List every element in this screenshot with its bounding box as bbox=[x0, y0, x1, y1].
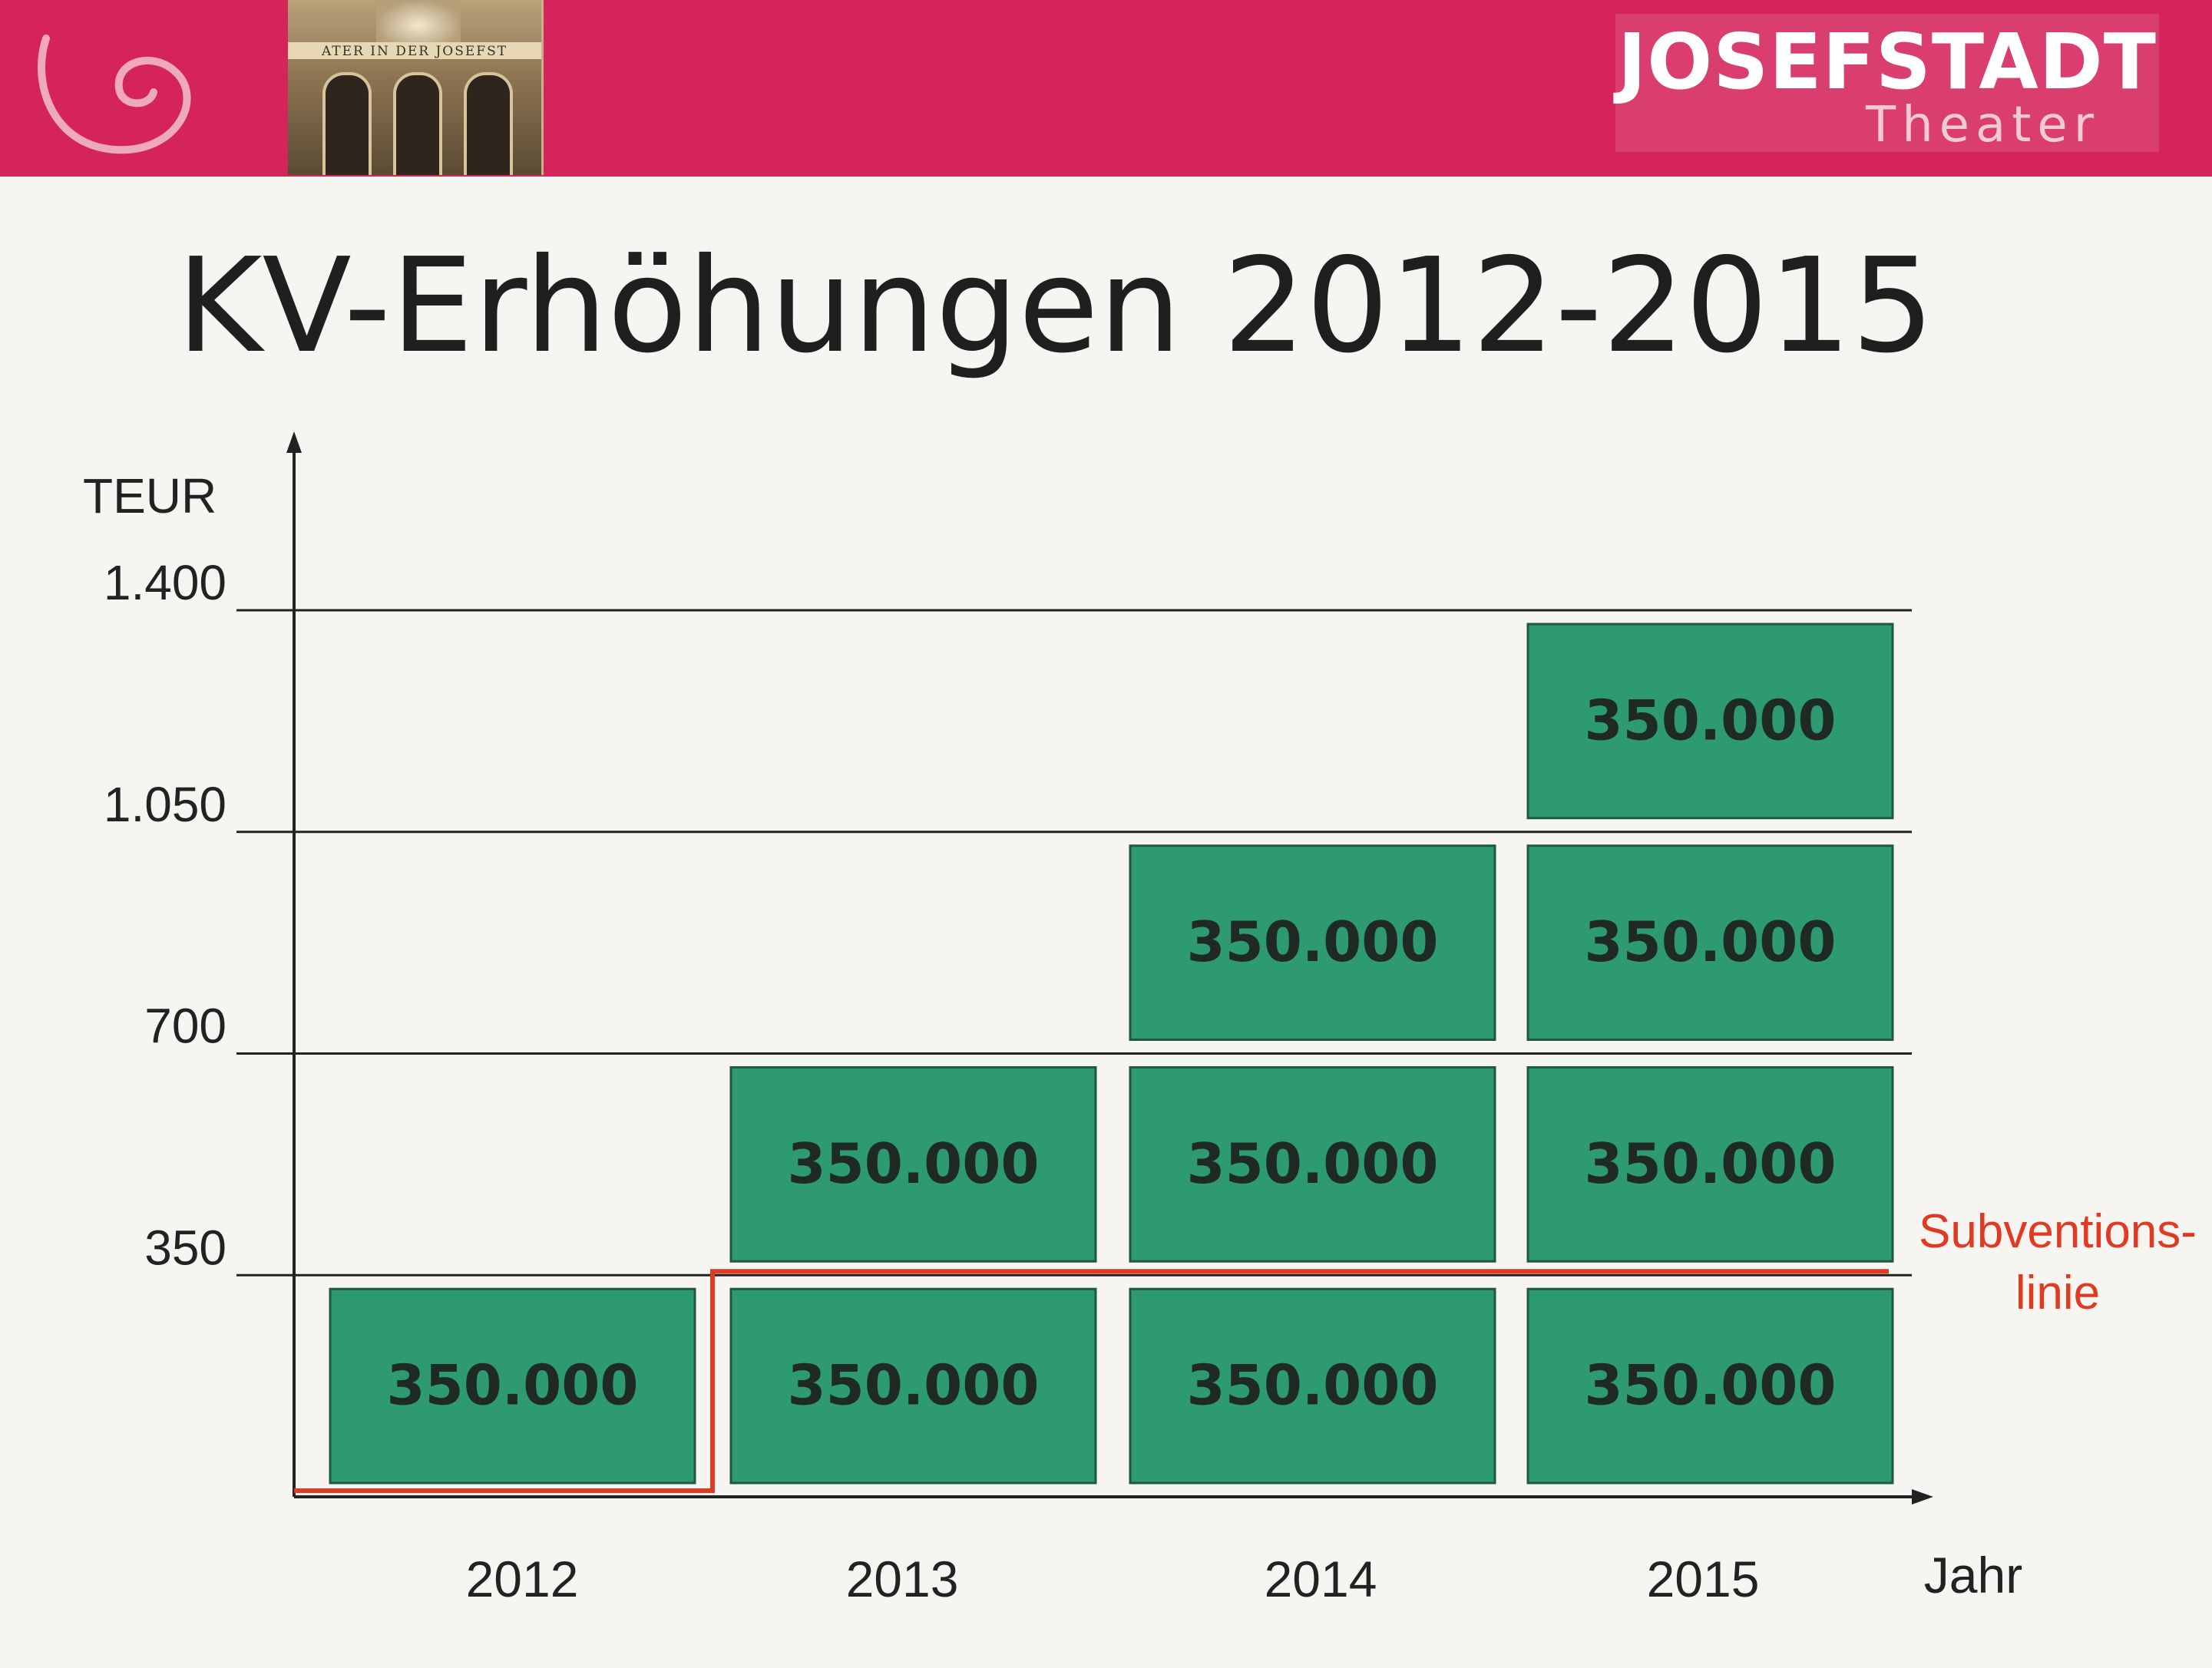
x-axis-label: Jahr bbox=[1924, 1547, 2022, 1604]
theater-facade-photo: ATER IN DER JOSEFST bbox=[288, 0, 544, 175]
header-banner: ATER IN DER JOSEFST JOSEFSTADT Theater bbox=[0, 0, 2212, 177]
x-axis-arrow-icon bbox=[1912, 1489, 1933, 1505]
swirl-ornament-icon bbox=[38, 35, 191, 154]
y-tick-label: 1.400 bbox=[104, 555, 226, 610]
bar-block bbox=[1526, 844, 1894, 1041]
bar-block bbox=[1526, 623, 1894, 820]
y-axis-label: TEUR bbox=[83, 468, 217, 524]
chart-title: KV-Erhöhungen 2012-2015 bbox=[177, 230, 1935, 382]
logo-box bbox=[1615, 14, 2159, 152]
y-axis-arrow-icon bbox=[286, 431, 302, 453]
bar-block bbox=[1129, 1066, 1496, 1263]
bar-block bbox=[1526, 1066, 1894, 1263]
bar-value-label: 350.000 bbox=[1585, 1131, 1837, 1196]
bar-value-label: 350.000 bbox=[1187, 1353, 1439, 1418]
bar-block bbox=[329, 1287, 696, 1485]
y-tick-label: 700 bbox=[144, 999, 226, 1054]
y-tick-label: 350 bbox=[144, 1220, 226, 1275]
bar-value-label: 350.000 bbox=[1585, 910, 1837, 974]
bar-block bbox=[729, 1287, 1097, 1485]
logo-brand-name: JOSEFSTADT bbox=[1618, 17, 2157, 107]
y-tick-label: 1.050 bbox=[104, 777, 226, 832]
photo-caption: ATER IN DER JOSEFST bbox=[321, 44, 508, 59]
bar-value-label: 350.000 bbox=[788, 1131, 1040, 1196]
bar-value-label: 350.000 bbox=[788, 1353, 1040, 1418]
bar-block bbox=[729, 1066, 1097, 1263]
bar-block bbox=[1129, 1287, 1496, 1485]
subsidy-label-line1: Subventions- bbox=[1919, 1205, 2197, 1258]
x-tick-label: 2013 bbox=[846, 1551, 959, 1607]
bar-value-label: 350.000 bbox=[1187, 910, 1439, 974]
x-tick-label: 2015 bbox=[1647, 1551, 1760, 1607]
subsidy-line bbox=[294, 1269, 1889, 1493]
subsidy-label-line2: linie bbox=[2015, 1267, 2100, 1320]
x-tick-label: 2014 bbox=[1265, 1551, 1377, 1607]
bar-value-label: 350.000 bbox=[1585, 1353, 1837, 1418]
bar-value-label: 350.000 bbox=[1187, 1131, 1439, 1196]
bar-block bbox=[1526, 1287, 1894, 1485]
logo-brand-subtitle: Theater bbox=[1866, 97, 2101, 154]
bar-value-label: 350.000 bbox=[1585, 688, 1837, 752]
bar-value-label: 350.000 bbox=[387, 1353, 639, 1418]
x-tick-label: 2012 bbox=[466, 1551, 579, 1607]
bar-block bbox=[1129, 844, 1496, 1041]
